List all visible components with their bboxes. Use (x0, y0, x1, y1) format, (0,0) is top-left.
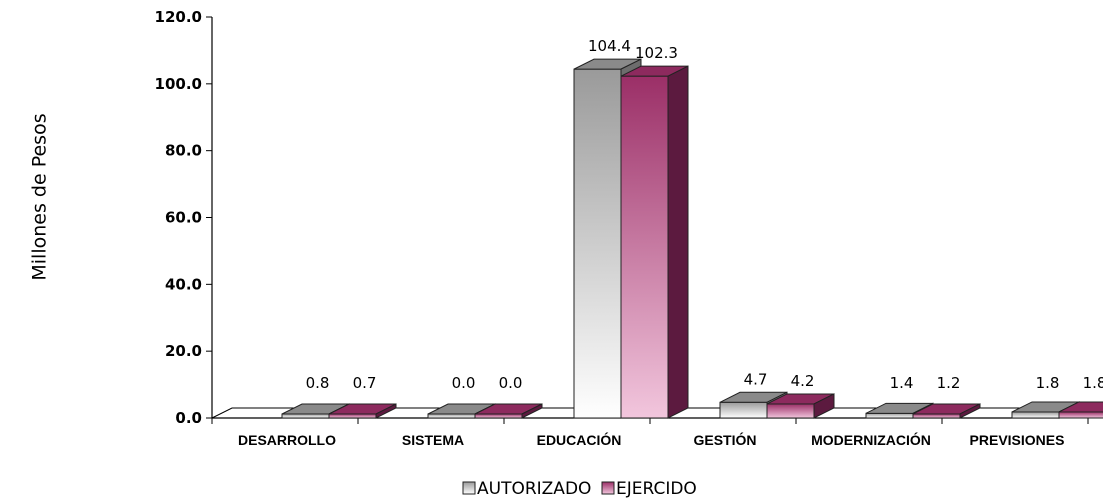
bar-front (912, 413, 961, 419)
legend-label: AUTORIZADO (477, 479, 591, 499)
bar-side (375, 403, 397, 419)
y-tick-label: 20.0 (165, 342, 202, 360)
bar (766, 393, 835, 419)
bar-side (667, 65, 689, 419)
bar (474, 403, 543, 419)
data-label: 4.2 (791, 372, 815, 390)
data-label: 1.4 (890, 374, 914, 392)
data-label: 4.7 (744, 370, 768, 388)
y-tick-label: 60.0 (165, 209, 202, 227)
x-category-label: SISTEMA (402, 432, 464, 448)
legend-swatch (462, 481, 476, 495)
bar (328, 403, 397, 419)
bar-front (719, 401, 768, 419)
bar (620, 65, 689, 419)
bar-front (1058, 411, 1103, 419)
bar-front (427, 413, 476, 419)
y-tick-label: 100.0 (155, 75, 202, 93)
data-label: 0.0 (499, 374, 523, 392)
legend-label: EJERCIDO (616, 479, 697, 499)
bar-front (766, 403, 815, 419)
data-label: 1.2 (937, 374, 961, 392)
bars (281, 58, 1103, 419)
data-label: 102.3 (635, 44, 678, 62)
data-label: 0.8 (306, 374, 330, 392)
bar-top (1058, 401, 1103, 413)
bar (912, 403, 981, 419)
legend-item: EJERCIDO (601, 479, 697, 499)
bar-front (474, 413, 523, 419)
data-label: 0.0 (452, 374, 476, 392)
bar-front (1011, 411, 1060, 419)
bar-front (281, 413, 330, 419)
bar-front (865, 412, 914, 419)
bar-side (813, 393, 835, 419)
y-axis-title: Millones de Pesos (29, 113, 51, 280)
data-labels: 0.8 0.7 0.0 0.0 104.4 102.3 4.7 4.2 1.4 1.2 1.8 1.8 (306, 37, 1103, 392)
bar-front (620, 75, 669, 419)
y-tick-label: 40.0 (165, 275, 202, 293)
data-label: 0.7 (353, 374, 377, 392)
y-tick-label: 0.0 (175, 409, 202, 427)
y-tick-label: 120.0 (155, 8, 202, 26)
legend: AUTORIZADO EJERCIDO (462, 479, 697, 499)
y-tick-label: 80.0 (165, 142, 202, 160)
bar-front (573, 68, 622, 419)
legend-swatch (601, 481, 615, 495)
x-category-label: DESARROLLO (238, 432, 336, 448)
data-label: 1.8 (1036, 374, 1060, 392)
x-axis-categories: DESARROLLO SISTEMA EDUCACIÓN GESTIÓN MODERNI… (238, 431, 1064, 448)
x-category-label: GESTIÓN (693, 431, 756, 448)
bar-side (959, 403, 981, 419)
bar (1058, 401, 1103, 419)
data-label: 1.8 (1083, 374, 1103, 392)
bar-side (521, 403, 543, 419)
x-category-label: MODERNIZACIÓN (811, 431, 931, 448)
x-category-label: PREVISIONES (970, 432, 1065, 448)
data-label: 104.4 (588, 37, 631, 55)
x-category-label: EDUCACIÓN (537, 431, 622, 448)
bar-front (328, 413, 377, 419)
legend-item: AUTORIZADO (462, 479, 591, 499)
